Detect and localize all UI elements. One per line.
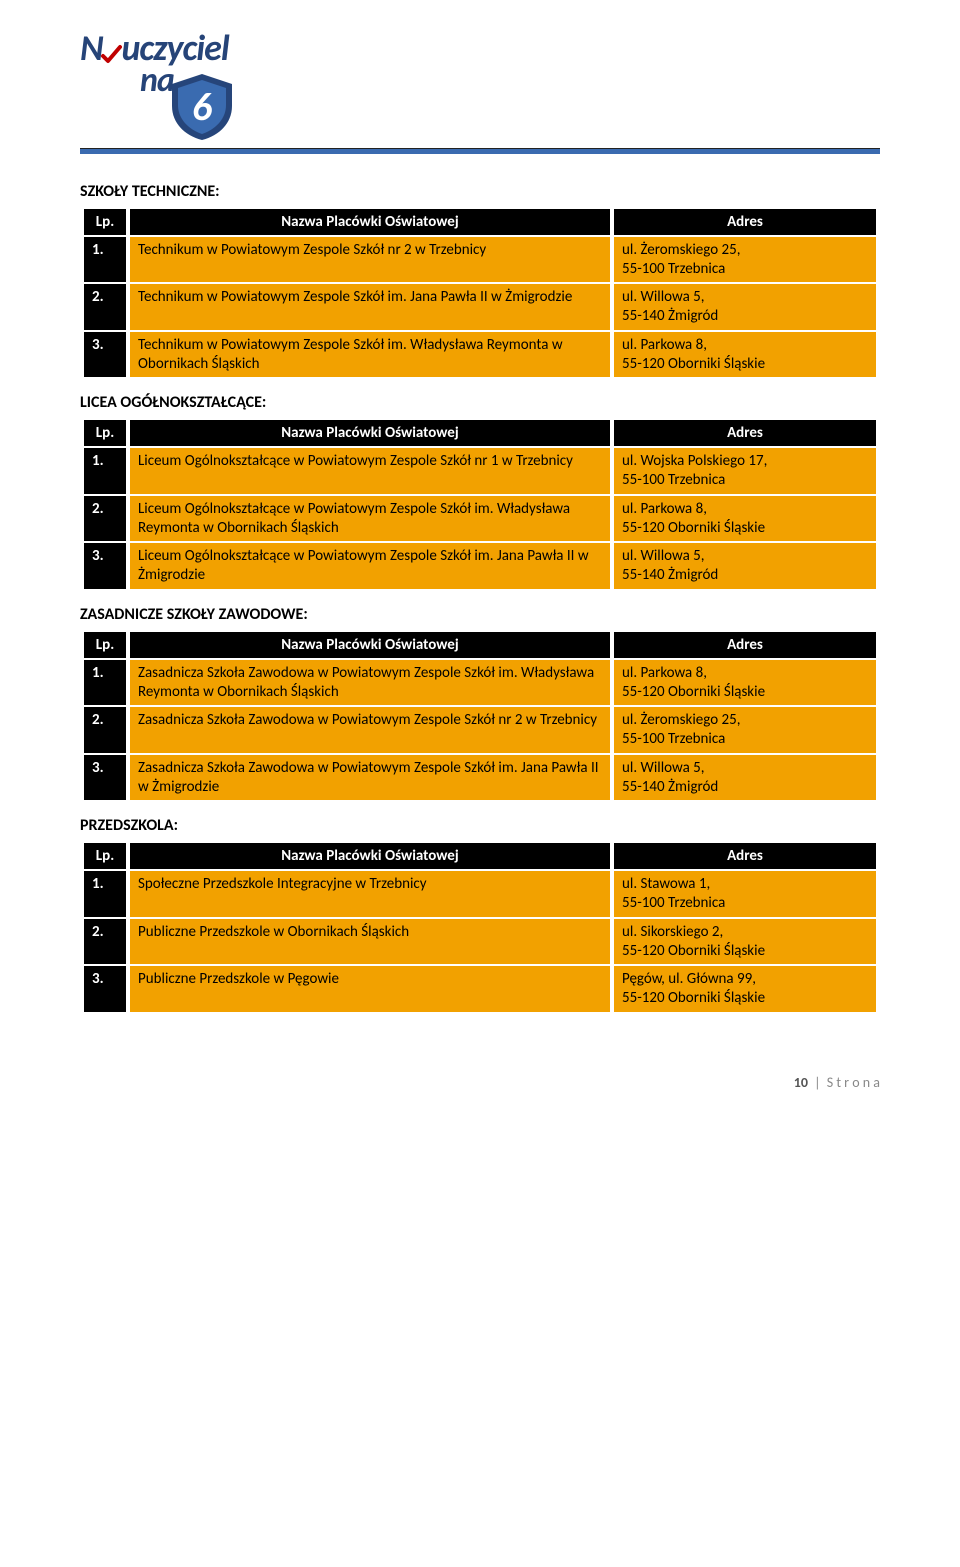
row-lp: 3.	[84, 755, 126, 801]
row-lp: 2.	[84, 496, 126, 542]
table-header: Adres	[614, 209, 876, 235]
row-lp: 1.	[84, 660, 126, 706]
row-addr: ul. Willowa 5, 55-140 Żmigród	[614, 284, 876, 330]
section-title: ZASADNICZE SZKOŁY ZAWODOWE:	[80, 605, 880, 624]
row-addr: ul. Żeromskiego 25, 55-100 Trzebnica	[614, 707, 876, 753]
table-row: 1.Liceum Ogólnokształcące w Powiatowym Z…	[84, 448, 876, 494]
table-row: 3.Publiczne Przedszkole w PęgowiePęgów, …	[84, 966, 876, 1012]
table-row: 1.Społeczne Przedszkole Integracyjne w T…	[84, 871, 876, 917]
table-row: 2.Liceum Ogólnokształcące w Powiatowym Z…	[84, 496, 876, 542]
table-header: Nazwa Placówki Oświatowej	[130, 632, 610, 658]
row-lp: 3.	[84, 966, 126, 1012]
row-addr: ul. Stawowa 1, 55-100 Trzebnica	[614, 871, 876, 917]
logo-line2: na 6	[140, 64, 238, 142]
row-addr: Pęgów, ul. Główna 99, 55-120 Oborniki Śl…	[614, 966, 876, 1012]
row-lp: 1.	[84, 871, 126, 917]
table-header: Adres	[614, 420, 876, 446]
table-row: 3.Zasadnicza Szkoła Zawodowa w Powiatowy…	[84, 755, 876, 801]
row-name: Zasadnicza Szkoła Zawodowa w Powiatowym …	[130, 707, 610, 753]
footer-sep: |	[814, 1074, 820, 1091]
table-row: 3.Technikum w Powiatowym Zespole Szkół i…	[84, 332, 876, 378]
row-name: Publiczne Przedszkole w Obornikach Śląsk…	[130, 919, 610, 965]
row-name: Zasadnicza Szkoła Zawodowa w Powiatowym …	[130, 660, 610, 706]
row-name: Technikum w Powiatowym Zespole Szkół im.…	[130, 284, 610, 330]
table-header: Lp.	[84, 420, 126, 446]
row-lp: 2.	[84, 284, 126, 330]
data-table: Lp.Nazwa Placówki OświatowejAdres1.Społe…	[80, 841, 880, 1014]
table-header: Lp.	[84, 209, 126, 235]
header-rule	[80, 148, 880, 154]
row-name: Zasadnicza Szkoła Zawodowa w Powiatowym …	[130, 755, 610, 801]
row-name: Technikum w Powiatowym Zespole Szkół im.…	[130, 332, 610, 378]
row-name: Społeczne Przedszkole Integracyjne w Trz…	[130, 871, 610, 917]
row-name: Liceum Ogólnokształcące w Powiatowym Zes…	[130, 496, 610, 542]
table-header: Nazwa Placówki Oświatowej	[130, 420, 610, 446]
row-lp: 2.	[84, 707, 126, 753]
section-title: SZKOŁY TECHNICZNE:	[80, 182, 880, 201]
table-header: Lp.	[84, 843, 126, 869]
table-header: Nazwa Placówki Oświatowej	[130, 209, 610, 235]
page-number: 10	[794, 1074, 808, 1091]
logo-check-icon	[100, 43, 122, 70]
table-header: Lp.	[84, 632, 126, 658]
row-addr: ul. Sikorskiego 2, 55-120 Oborniki Śląsk…	[614, 919, 876, 965]
logo-uczyciel: uczyciel	[121, 26, 228, 70]
row-addr: ul. Żeromskiego 25, 55-100 Trzebnica	[614, 237, 876, 283]
row-name: Liceum Ogólnokształcące w Powiatowym Zes…	[130, 448, 610, 494]
footer-label: S t r o n a	[827, 1074, 880, 1091]
row-addr: ul. Parkowa 8, 55-120 Oborniki Śląskie	[614, 496, 876, 542]
section-title: PRZEDSZKOLA:	[80, 816, 880, 835]
table-row: 1.Zasadnicza Szkoła Zawodowa w Powiatowy…	[84, 660, 876, 706]
table-header: Nazwa Placówki Oświatowej	[130, 843, 610, 869]
section-title: LICEA OGÓŁNOKSZTAŁCĄCE:	[80, 393, 880, 412]
shield-icon: 6	[166, 70, 238, 142]
row-name: Liceum Ogólnokształcące w Powiatowym Zes…	[130, 543, 610, 589]
row-lp: 2.	[84, 919, 126, 965]
table-row: 2.Publiczne Przedszkole w Obornikach Ślą…	[84, 919, 876, 965]
row-name: Technikum w Powiatowym Zespole Szkół nr …	[130, 237, 610, 283]
table-header: Adres	[614, 632, 876, 658]
row-lp: 3.	[84, 543, 126, 589]
table-row: 1.Technikum w Powiatowym Zespole Szkół n…	[84, 237, 876, 283]
row-lp: 3.	[84, 332, 126, 378]
table-row: 2.Zasadnicza Szkoła Zawodowa w Powiatowy…	[84, 707, 876, 753]
row-addr: ul. Parkowa 8, 55-120 Oborniki Śląskie	[614, 332, 876, 378]
data-table: Lp.Nazwa Placówki OświatowejAdres1.Zasad…	[80, 630, 880, 803]
row-lp: 1.	[84, 448, 126, 494]
table-header: Adres	[614, 843, 876, 869]
row-addr: ul. Parkowa 8, 55-120 Oborniki Śląskie	[614, 660, 876, 706]
data-table: Lp.Nazwa Placówki OświatowejAdres1.Liceu…	[80, 418, 880, 591]
row-addr: ul. Willowa 5, 55-140 Żmigród	[614, 543, 876, 589]
row-lp: 1.	[84, 237, 126, 283]
sections-container: SZKOŁY TECHNICZNE:Lp.Nazwa Placówki Oświ…	[80, 182, 880, 1014]
shield-number: 6	[192, 82, 212, 131]
data-table: Lp.Nazwa Placówki OświatowejAdres1.Techn…	[80, 207, 880, 380]
row-addr: ul. Willowa 5, 55-140 Żmigród	[614, 755, 876, 801]
table-row: 3.Liceum Ogólnokształcące w Powiatowym Z…	[84, 543, 876, 589]
row-addr: ul. Wojska Polskiego 17, 55-100 Trzebnic…	[614, 448, 876, 494]
table-row: 2.Technikum w Powiatowym Zespole Szkół i…	[84, 284, 876, 330]
logo-text-block: N uczyciel na 6	[80, 30, 238, 142]
row-name: Publiczne Przedszkole w Pęgowie	[130, 966, 610, 1012]
logo: N uczyciel na 6	[80, 30, 880, 142]
page-footer: 10 | S t r o n a	[80, 1074, 880, 1091]
